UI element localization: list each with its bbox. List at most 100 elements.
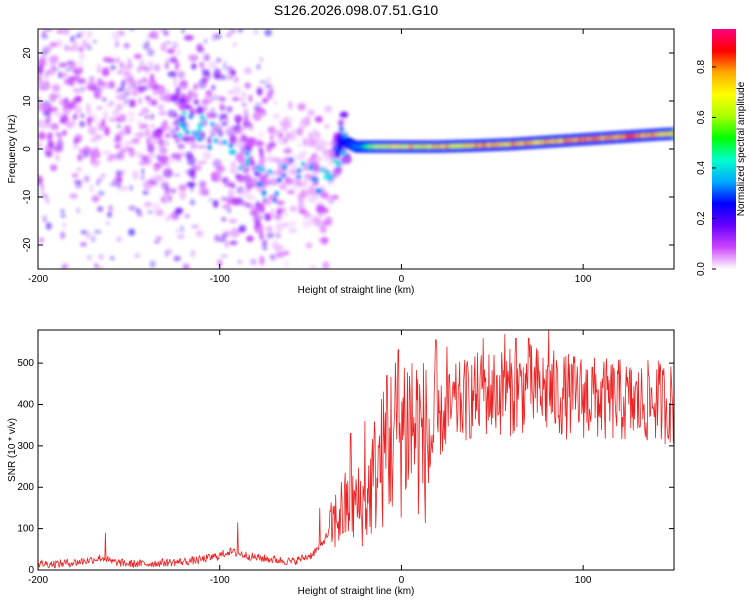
heatmap-cell	[128, 184, 134, 191]
heatmap-cell	[141, 107, 150, 114]
heatmap-cell	[119, 61, 125, 70]
heatmap-cell	[186, 104, 193, 110]
heatmap-cell	[163, 31, 170, 36]
heatmap-cell	[101, 118, 106, 127]
heatmap-cell	[46, 114, 51, 124]
heatmap-cell	[277, 170, 284, 181]
colorbar-tick-label: 0.8	[696, 60, 707, 74]
heatmap-cell	[191, 62, 197, 70]
heatmap-cell	[223, 60, 227, 65]
heatmap-cell	[281, 122, 288, 132]
heatmap-cell	[235, 152, 245, 162]
heatmap-y-tick-label: -10	[22, 189, 33, 204]
heatmap-cell	[95, 180, 100, 186]
heatmap-cell	[226, 105, 233, 113]
heatmap-cell	[220, 216, 227, 222]
heatmap-cell	[140, 175, 145, 181]
heatmap-cell	[86, 106, 92, 117]
heatmap-cell	[84, 174, 89, 182]
heatmap-cell	[160, 42, 167, 52]
heatmap-cell	[147, 48, 155, 57]
heatmap-cell	[86, 254, 93, 261]
heatmap-y-ticks: -20 -10 0 10 20	[22, 47, 674, 252]
heatmap-cell	[74, 105, 82, 115]
heatmap-cell	[264, 197, 273, 206]
heatmap-cell	[151, 138, 157, 145]
heatmap-cell	[122, 185, 128, 191]
heatmap-cell	[121, 78, 129, 83]
heatmap-cell	[178, 98, 185, 103]
heatmap-cell	[321, 220, 330, 226]
heatmap-cell	[114, 134, 124, 140]
heatmap-cell	[248, 155, 254, 165]
heatmap-cell	[344, 157, 350, 164]
heatmap-cell	[143, 201, 153, 208]
heatmap-cell	[69, 193, 79, 199]
heatmap-cell	[93, 118, 101, 126]
heatmap-cell	[210, 131, 216, 138]
heatmap-cell	[144, 114, 149, 120]
heatmap-cell	[116, 236, 122, 242]
figure-title: S126.2026.098.07.51.G10	[274, 2, 438, 18]
heatmap-cell	[254, 102, 262, 109]
heatmap-cell	[257, 87, 261, 95]
heatmap-cell	[116, 103, 123, 111]
heatmap-cell	[196, 108, 205, 116]
heatmap-cell	[160, 196, 165, 204]
heatmap-cell	[238, 165, 244, 171]
heatmap-cell	[222, 139, 228, 145]
heatmap-cell	[133, 53, 142, 59]
snr-y-tick-label: 500	[17, 358, 34, 369]
heatmap-cell	[96, 206, 104, 212]
heatmap-cell	[202, 160, 208, 165]
heatmap-cell	[210, 121, 216, 127]
heatmap-cell	[306, 138, 317, 148]
heatmap-cell	[289, 136, 298, 142]
heatmap-cell	[107, 57, 116, 64]
heatmap-cell	[96, 78, 103, 87]
heatmap-cell	[205, 68, 210, 74]
heatmap-cell	[191, 164, 198, 172]
heatmap-cell	[109, 153, 117, 159]
heatmap-cell	[212, 199, 219, 208]
heatmap-cell	[135, 151, 143, 158]
heatmap-marks	[38, 29, 674, 269]
heatmap-cell	[40, 184, 44, 192]
heatmap-cell	[98, 254, 104, 260]
heatmap-x-ticks: -200 -100 0 100	[28, 29, 592, 285]
heatmap-cell	[237, 259, 243, 265]
heatmap-cell	[44, 194, 49, 200]
heatmap-cell	[177, 143, 185, 150]
heatmap-cell	[294, 181, 304, 186]
heatmap-cell	[253, 170, 260, 177]
heatmap-cell	[138, 112, 144, 116]
heatmap-cell	[50, 123, 59, 130]
heatmap-cell	[189, 199, 196, 206]
heatmap-cell	[104, 126, 110, 137]
heatmap-cell	[105, 221, 110, 225]
heatmap-cell	[261, 189, 267, 195]
heatmap-cell	[265, 225, 274, 233]
heatmap-cell	[64, 121, 72, 128]
heatmap-cell	[223, 182, 232, 188]
heatmap-cell	[147, 32, 155, 39]
heatmap-cell	[220, 233, 227, 239]
heatmap-x-tick-label: -100	[210, 274, 230, 285]
heatmap-cell	[62, 222, 66, 229]
heatmap-cell	[190, 142, 198, 150]
heatmap-cell	[269, 87, 275, 95]
heatmap-cell	[342, 132, 348, 138]
heatmap-cell	[235, 173, 240, 179]
heatmap-cell	[44, 29, 53, 32]
heatmap-cell	[42, 109, 51, 117]
heatmap-cell	[184, 213, 190, 218]
heatmap-cell	[296, 168, 302, 174]
heatmap-cell	[256, 219, 262, 227]
heatmap-cell	[112, 108, 120, 117]
heatmap-cell	[322, 261, 330, 269]
heatmap-cell	[181, 110, 187, 116]
heatmap-cell	[245, 138, 255, 148]
heatmap-y-axis-label: Frequency (Hz)	[7, 115, 18, 184]
heatmap-cell	[188, 114, 194, 120]
heatmap-cell	[201, 98, 210, 106]
